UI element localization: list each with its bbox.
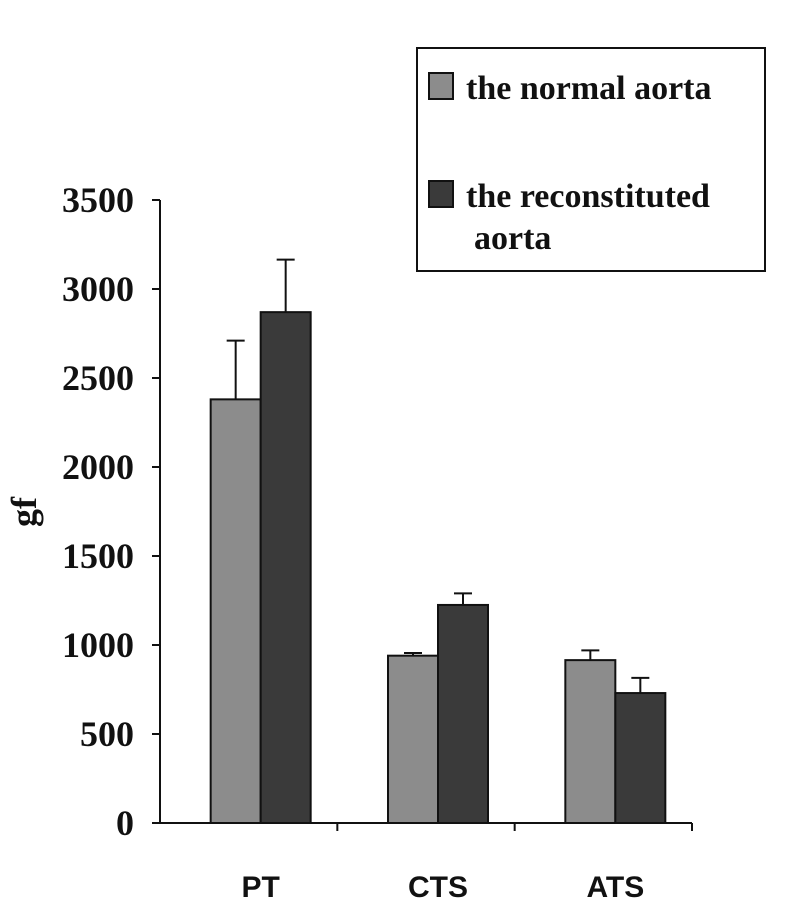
y-tick-label: 2000 [62,447,134,487]
y-tick-label: 3000 [62,269,134,309]
legend-label: the reconstituted [466,178,710,215]
y-axis-title: gf [4,496,44,527]
y-tick-label: 500 [80,714,134,754]
bar [259,311,312,824]
bar [437,603,489,825]
y-axis-title-group: gf [4,496,44,527]
x-tick-label: PT [241,871,279,904]
y-tick-label: 3500 [62,180,134,220]
bar [614,692,667,824]
legend-swatch [428,72,454,100]
legend-label: the normal aorta [466,70,712,107]
y-tick-label: 1500 [62,536,134,576]
y-tick-label: 1000 [62,625,134,665]
y-tick-label: 2500 [62,358,134,398]
bars [209,258,667,825]
axes: 0 500 1000 1500 2000 2500 3000 3500 PT CTS ATS [62,180,693,904]
legend-box [416,47,766,272]
bar [209,398,262,824]
y-tick-label: 0 [116,803,134,843]
x-tick-label: CTS [408,871,468,904]
bar [564,659,617,824]
bar [387,654,439,824]
x-tick-label: ATS [586,871,644,904]
legend-swatch [428,180,454,208]
legend-label: aorta [474,220,551,257]
legend: the normal aorta the reconstituted aorta [416,47,766,272]
